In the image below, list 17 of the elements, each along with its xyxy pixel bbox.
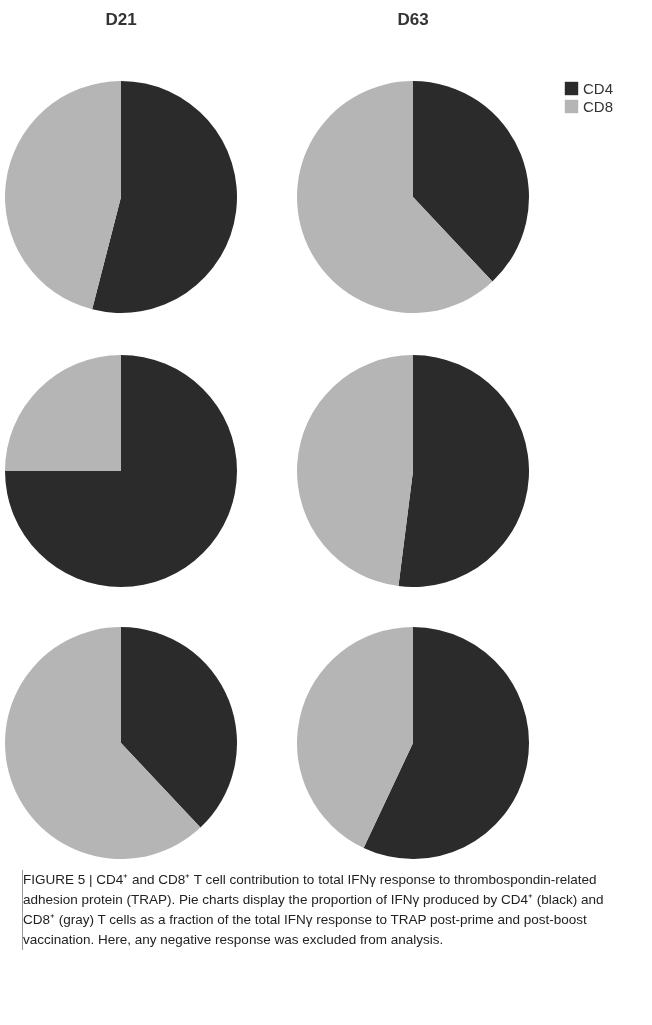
chart-title: D21 xyxy=(105,10,137,29)
pie-slice xyxy=(363,627,529,859)
pie-slice xyxy=(5,355,121,471)
chart-title: D63 xyxy=(397,10,429,29)
pie-slice xyxy=(5,627,201,859)
pie-slice xyxy=(121,627,237,828)
pie-slice xyxy=(413,81,529,282)
legend-label: CD4 xyxy=(583,79,614,97)
pie-slice xyxy=(5,81,121,310)
pie-slice xyxy=(297,81,493,313)
pie-slice xyxy=(5,355,237,587)
pie-slice xyxy=(297,355,413,587)
pie-slice xyxy=(297,627,413,848)
caption: FIGURE 5 | CD4⁺ and CD8⁺ T cell contribution to total IFNγ response to thrombospondin-related adhesion protein (TRAP). Pie charts display the proportion of IFNγ produced by CD4⁺ (black) and CD8⁺ (gray) T cells as a fraction of the total IFNγ response to TRAP post-prime and post-boost vaccination. Here, any negative response was excluded from analysis. xyxy=(22,870,633,950)
pie-slice xyxy=(92,81,237,313)
pie-slice xyxy=(398,355,529,587)
legend-label: CD8 xyxy=(583,97,614,115)
